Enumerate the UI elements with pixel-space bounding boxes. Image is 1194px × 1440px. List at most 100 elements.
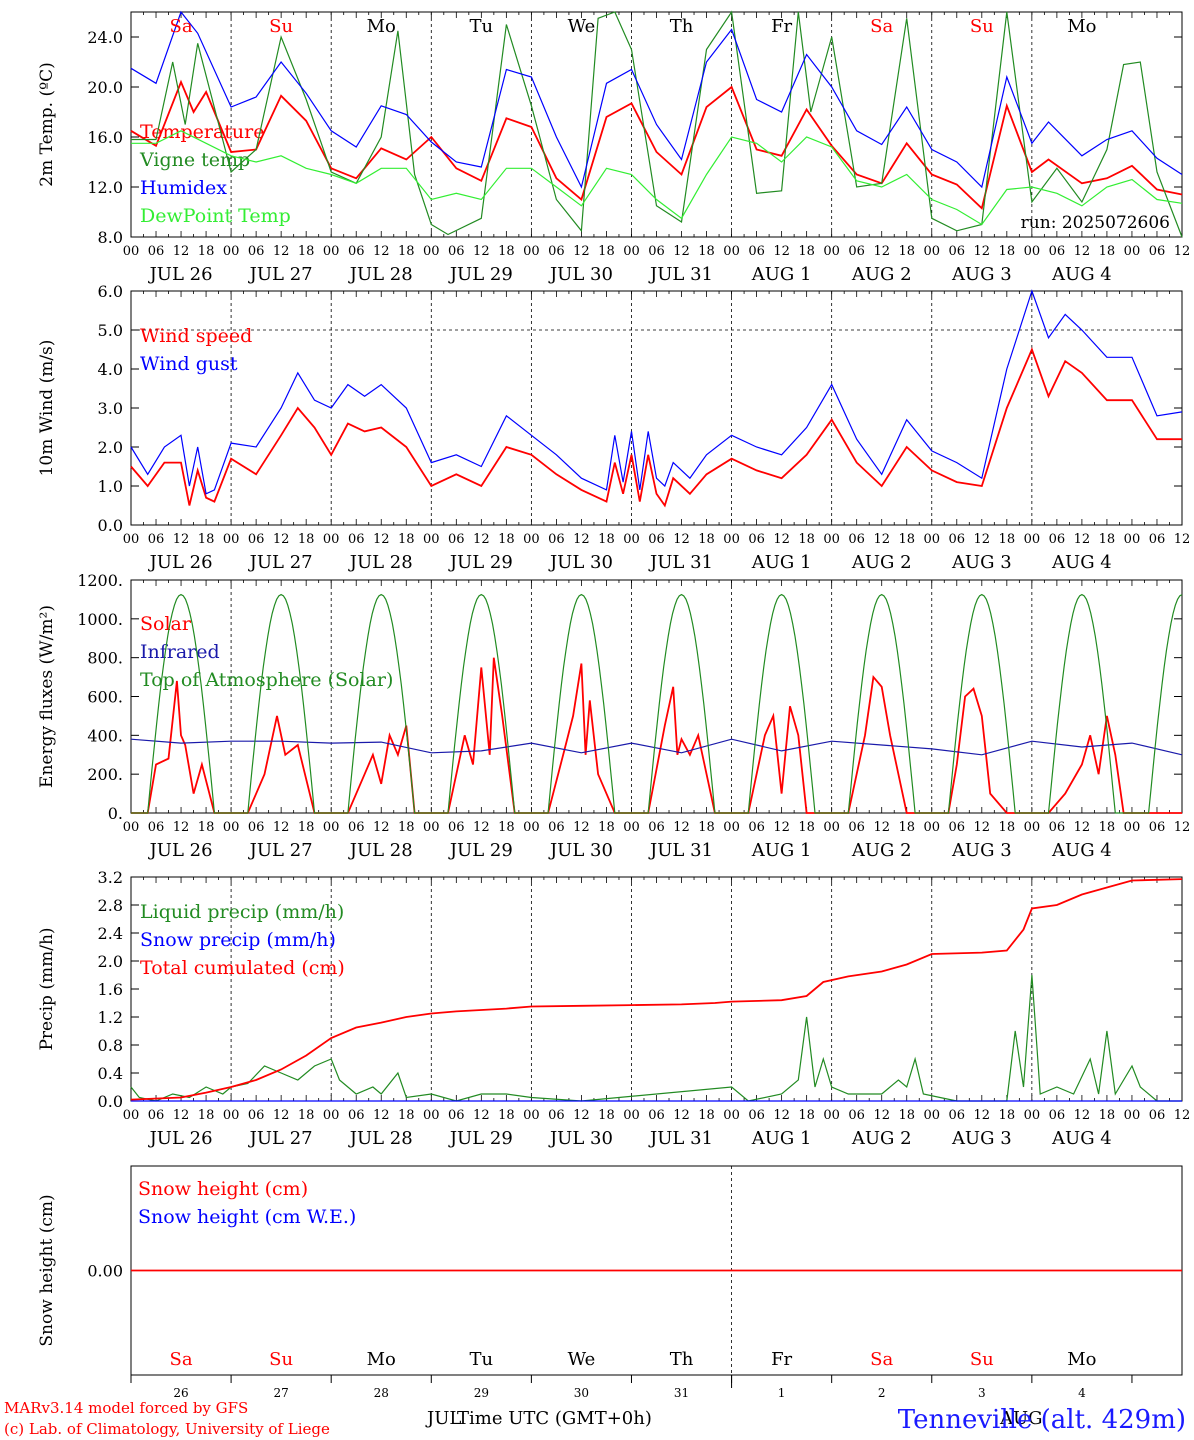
hour-tick-label: 06 [448, 532, 465, 547]
hour-tick-label: 00 [523, 532, 540, 547]
hour-tick-label: 12 [273, 820, 290, 835]
hour-tick-label: 00 [523, 820, 540, 835]
panel-5: 0.00 Snow height (cm) Snow height (cm) Snow… [37, 1165, 1183, 1400]
date-label: JUL 30 [548, 264, 613, 285]
hour-tick-label: 06 [648, 244, 665, 259]
date-label: JUL 27 [248, 1128, 313, 1149]
date-label: JUL 31 [648, 264, 713, 285]
hour-tick-label: 12 [373, 820, 390, 835]
hour-tick-label: 12 [573, 244, 590, 259]
hour-tick-label: 00 [423, 1108, 440, 1123]
series-line-dewpoint-temp [131, 130, 1183, 226]
hour-tick-label: 18 [1099, 1108, 1116, 1123]
hour-tick-label: 06 [1049, 1108, 1066, 1123]
hour-tick-label: 06 [348, 244, 365, 259]
date-label: AUG 4 [1051, 1128, 1112, 1149]
hour-tick-label: 06 [1149, 532, 1166, 547]
hour-tick-label: 00 [223, 820, 240, 835]
date-label: AUG 3 [951, 264, 1012, 285]
weekday-label: We [568, 1349, 596, 1370]
hour-tick-label: 18 [298, 1108, 315, 1123]
hour-tick-label: 12 [1174, 820, 1191, 835]
legend-entry: Wind speed [140, 325, 252, 347]
series-line-liquid-precip-mm-h- [130, 974, 1182, 1102]
date-label: JUL 30 [548, 840, 613, 861]
hour-tick-label: 06 [248, 1108, 265, 1123]
hour-tick-label: 12 [974, 244, 991, 259]
hour-tick-label: 12 [473, 532, 490, 547]
y-tick-label: 5.0 [98, 321, 123, 340]
weekday-label: Mo [1067, 1349, 1096, 1370]
hour-tick-label: 00 [623, 244, 640, 259]
date-label: JUL 26 [148, 1128, 213, 1149]
date-label: JUL 31 [648, 1128, 713, 1149]
legend-entry: Snow height (cm W.E.) [138, 1206, 356, 1228]
hour-tick-label: 18 [999, 532, 1016, 547]
hour-tick-label: 00 [523, 244, 540, 259]
panel-frame [130, 579, 1183, 814]
y-tick-label: 0. [108, 804, 123, 823]
series-line-humidex [130, 10, 1183, 189]
y-tick-label: 6.0 [98, 282, 123, 301]
y-tick-label: 1.0 [98, 477, 123, 496]
y-tick-label: 3.0 [98, 399, 123, 418]
legend-entry: Snow precip (mm/h) [140, 929, 336, 951]
hour-tick-label: 12 [273, 1108, 290, 1123]
weekday-label: Tu [470, 16, 494, 37]
hour-tick-label: 06 [648, 532, 665, 547]
date-label: AUG 2 [851, 840, 912, 861]
hour-tick-label: 00 [423, 244, 440, 259]
hour-tick-label: 06 [1049, 820, 1066, 835]
hour-tick-label: 12 [173, 532, 190, 547]
date-label: JUL 30 [548, 1128, 613, 1149]
y-tick-label: 0.0 [98, 516, 123, 535]
panel-1: 00 06 12 18 00 06 12 18 00 06 12 18 00 06 12 18 00 06 12 18… [37, 10, 1190, 285]
series-line-wind-gust [130, 289, 1183, 495]
hour-tick-label: 18 [898, 1108, 915, 1123]
hour-tick-label: 12 [1074, 1108, 1091, 1123]
legend-entry: Liquid precip (mm/h) [140, 901, 344, 923]
hour-tick-label: 12 [974, 1108, 991, 1123]
hour-tick-label: 12 [1074, 244, 1091, 259]
panel-4: 00 06 12 18 00 06 12 18 00 06 12 18 00 06 12 18 00 06 12 18… [37, 868, 1190, 1149]
date-label: JUL 26 [148, 840, 213, 861]
weekday-label: Sa [170, 1349, 193, 1370]
hour-tick-label: 06 [1049, 244, 1066, 259]
legend-entry: Solar [140, 613, 192, 635]
date-label: JUL 28 [348, 552, 413, 573]
hour-tick-label: 00 [223, 244, 240, 259]
hour-tick-label: 18 [898, 244, 915, 259]
hour-tick-label: 18 [198, 1108, 215, 1123]
day-number-label: 27 [274, 1386, 289, 1400]
y-tick-label: 0.4 [98, 1064, 123, 1083]
hour-tick-label: 06 [248, 532, 265, 547]
hour-tick-label: 00 [823, 244, 840, 259]
hour-tick-label: 00 [123, 820, 140, 835]
hour-tick-label: 06 [348, 1108, 365, 1123]
hour-tick-label: 18 [298, 244, 315, 259]
hour-tick-label: 00 [323, 244, 340, 259]
date-label: JUL 27 [248, 264, 313, 285]
weekday-label: Fr [771, 1349, 792, 1370]
hour-tick-label: 00 [1024, 244, 1041, 259]
hour-tick-label: 18 [598, 820, 615, 835]
date-label: JUL 29 [448, 264, 513, 285]
hour-tick-label: 18 [999, 820, 1016, 835]
day-number-label: 3 [978, 1386, 986, 1400]
weekday-label: Fr [771, 16, 792, 37]
hour-tick-label: 00 [823, 532, 840, 547]
hour-tick-label: 06 [1149, 244, 1166, 259]
hour-tick-label: 12 [873, 244, 890, 259]
hour-tick-label: 12 [1074, 820, 1091, 835]
date-label: JUL 28 [348, 264, 413, 285]
hour-tick-label: 12 [873, 1108, 890, 1123]
hour-tick-label: 12 [773, 820, 790, 835]
hour-tick-label: 18 [698, 244, 715, 259]
y-tick-label: 0.8 [98, 1036, 123, 1055]
hour-tick-label: 12 [373, 532, 390, 547]
hour-tick-label: 00 [1124, 820, 1141, 835]
hour-tick-label: 18 [498, 1108, 515, 1123]
hour-tick-label: 06 [1149, 1108, 1166, 1123]
date-label: JUL 29 [448, 552, 513, 573]
